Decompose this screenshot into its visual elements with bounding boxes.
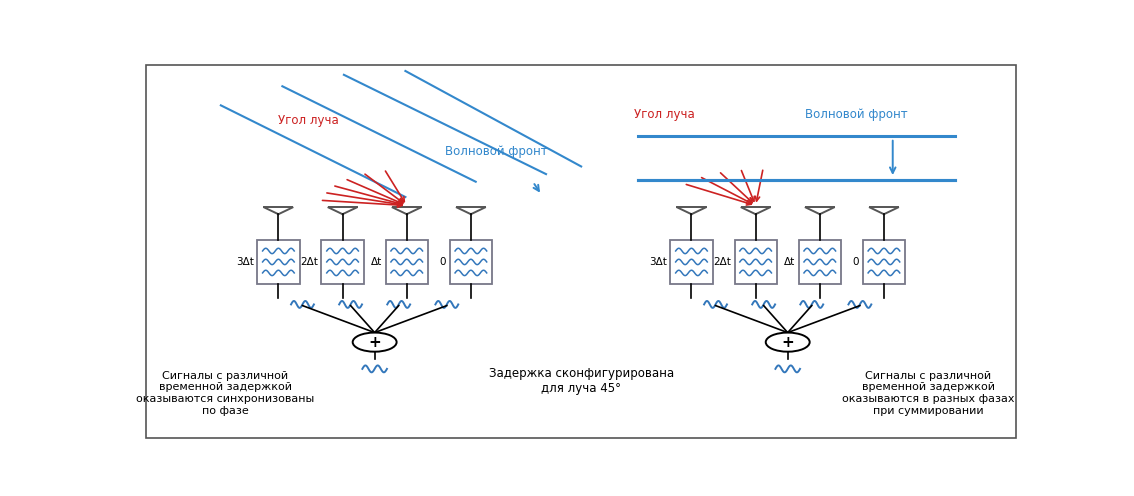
Text: Δt: Δt	[371, 257, 382, 267]
Text: Волновой фронт: Волновой фронт	[805, 109, 908, 122]
FancyBboxPatch shape	[735, 240, 777, 284]
Text: Волновой фронт: Волновой фронт	[445, 145, 548, 158]
FancyBboxPatch shape	[321, 240, 364, 284]
Text: Δt: Δt	[784, 257, 795, 267]
Text: Сигналы с различной
временной задержкой
оказываются в разных фазах
при суммирова: Сигналы с различной временной задержкой …	[843, 371, 1015, 416]
FancyBboxPatch shape	[386, 240, 428, 284]
FancyBboxPatch shape	[863, 240, 905, 284]
Text: +: +	[781, 335, 794, 350]
Text: 0: 0	[440, 257, 447, 267]
FancyBboxPatch shape	[798, 240, 841, 284]
Text: +: +	[369, 335, 381, 350]
Text: 3Δt: 3Δt	[236, 257, 254, 267]
Text: 0: 0	[853, 257, 860, 267]
FancyBboxPatch shape	[146, 65, 1016, 437]
Circle shape	[765, 333, 810, 352]
FancyBboxPatch shape	[450, 240, 492, 284]
Text: Угол луча: Угол луча	[278, 114, 339, 127]
Text: Задержка сконфигурирована
для луча 45°: Задержка сконфигурирована для луча 45°	[489, 367, 674, 395]
Text: 3Δt: 3Δt	[649, 257, 667, 267]
Text: Сигналы с различной
временной задержкой
оказываются синхронизованы
по фазе: Сигналы с различной временной задержкой …	[136, 371, 314, 416]
Text: 2Δt: 2Δt	[301, 257, 318, 267]
FancyBboxPatch shape	[257, 240, 299, 284]
FancyBboxPatch shape	[670, 240, 712, 284]
Text: Угол луча: Угол луча	[634, 109, 695, 122]
Circle shape	[353, 333, 397, 352]
Text: 2Δt: 2Δt	[713, 257, 731, 267]
